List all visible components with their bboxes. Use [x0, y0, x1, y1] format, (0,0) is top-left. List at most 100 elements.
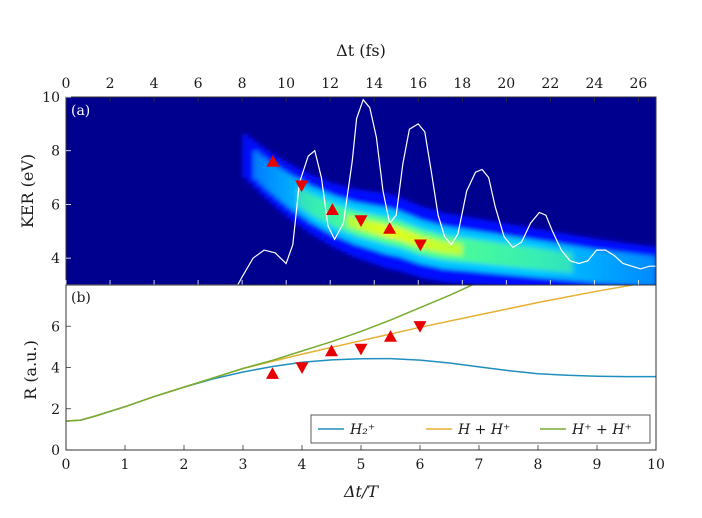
marker-a-up	[383, 222, 397, 234]
heatmap-cell	[632, 254, 639, 285]
y-tick-label-a: 8	[51, 144, 60, 160]
marker-b-down	[295, 362, 309, 374]
heatmap-cell	[583, 248, 590, 282]
legend: H₂⁺ H + H⁺ H⁺ + H⁺	[310, 414, 651, 444]
heatmap-cell	[308, 193, 315, 215]
x-tick-label-b: 7	[475, 457, 484, 473]
markers-b	[266, 321, 427, 379]
x-axis-label-b: Δt/T	[343, 482, 379, 501]
lines-b	[66, 285, 656, 422]
top-axis-label: Δt (fs)	[336, 41, 386, 60]
heatmap-cell	[511, 245, 518, 268]
heatmap-cell	[264, 159, 271, 190]
heatmap-cell	[506, 244, 513, 267]
x-tick-label-b: 2	[180, 457, 189, 473]
heatmap-cell	[247, 138, 254, 184]
legend-entry-1: H + H⁺	[457, 422, 510, 438]
heatmap-cell	[473, 239, 480, 264]
marker-a-up	[266, 155, 280, 167]
heatmap-cell	[599, 250, 606, 283]
white-trace-line	[66, 98, 656, 285]
heatmap-cell	[258, 155, 265, 185]
top-axis: 0 2 4 6 8 10 12 14 16 18 20 22 24 26	[62, 76, 647, 285]
heatmap-cell	[594, 249, 601, 283]
heatmap-cell	[363, 219, 370, 233]
marker-a-down	[413, 239, 427, 252]
y-tick-label-a: 6	[51, 197, 60, 213]
heatmap-cell	[368, 220, 375, 234]
x-tick-label-b: 8	[534, 457, 543, 473]
heatmap-cell	[478, 240, 485, 264]
heatmap-cell	[330, 203, 337, 227]
heatmap-cell	[550, 250, 557, 272]
panel-label-a: (a)	[71, 103, 90, 119]
heatmap-cell	[269, 163, 276, 195]
heatmap-cell	[253, 151, 260, 180]
x-tick-label-b: 0	[62, 457, 71, 473]
heatmap-cell	[440, 241, 447, 254]
heatmap-cell	[396, 227, 403, 241]
top-tick-label: 24	[585, 76, 603, 92]
x-tick-label-b: 9	[593, 457, 602, 473]
heatmap-cell	[561, 251, 568, 273]
heatmap-cell	[528, 247, 535, 269]
heatmap-cell	[352, 217, 359, 230]
top-tick-label: 8	[238, 76, 247, 92]
heatmap-cell	[456, 243, 463, 256]
heatmap-cell	[610, 251, 617, 284]
heatmap-cell	[286, 174, 293, 208]
x-tick-label-b: 6	[416, 457, 425, 473]
y-tick-label-a: 4	[51, 251, 60, 267]
heatmap-cell	[500, 243, 507, 267]
heatmap-cell	[649, 256, 656, 285]
y-tick-label-a: 10	[42, 90, 60, 106]
trace-group	[66, 98, 656, 285]
x-tick-label-b: 10	[647, 457, 665, 473]
series-line-2	[66, 285, 474, 422]
x-tick-label-b: 4	[298, 457, 307, 473]
heatmap-cell	[654, 256, 656, 285]
heatmap-cell	[605, 251, 612, 284]
heatmap-cell	[517, 245, 524, 268]
marker-b-up	[384, 330, 397, 342]
y-tick-label-b: 2	[51, 402, 60, 418]
heatmap-cell	[346, 215, 353, 228]
heatmap-cell	[280, 170, 287, 204]
top-tick-label: 26	[629, 76, 647, 92]
heatmap-cell	[451, 242, 458, 255]
heatmap-cell	[522, 246, 529, 269]
heatmap-cell	[302, 190, 309, 212]
panel-label-b: (b)	[71, 290, 91, 306]
heatmap-cell	[544, 249, 551, 271]
marker-a-up	[325, 203, 339, 215]
y-tick-label-b: 6	[51, 319, 60, 335]
heatmap-cell	[429, 238, 436, 251]
heatmap-cell	[572, 246, 579, 281]
heatmap-cell	[467, 238, 474, 263]
heatmap-cell	[275, 167, 282, 199]
marker-b-down	[413, 321, 427, 333]
heatmap-cell	[627, 253, 634, 285]
heatmap-cell	[489, 242, 496, 265]
heatmap-cell	[423, 237, 430, 250]
top-tick-label: 14	[365, 76, 383, 92]
heatmap-cell	[335, 205, 342, 229]
heatmap-cell	[555, 251, 562, 272]
x-tick-label-b: 5	[357, 457, 366, 473]
heatmap-cell	[616, 252, 623, 284]
y-tick-label-b: 0	[51, 443, 60, 459]
heatmap-cell	[588, 248, 595, 283]
heatmap-cell	[401, 229, 408, 243]
heatmap-cell	[407, 231, 414, 245]
legend-box	[310, 414, 651, 444]
x-axis-b: 0 1 2 3 4 5 6 7 8 9 10	[62, 445, 665, 473]
top-tick-label: 12	[321, 76, 339, 92]
heatmap-cell	[638, 254, 645, 285]
top-tick-label: 2	[106, 76, 115, 92]
top-tick-label: 6	[194, 76, 203, 92]
heatmap-cell	[434, 239, 441, 253]
top-tick-label: 0	[62, 76, 71, 92]
heatmap-cell	[484, 241, 491, 265]
